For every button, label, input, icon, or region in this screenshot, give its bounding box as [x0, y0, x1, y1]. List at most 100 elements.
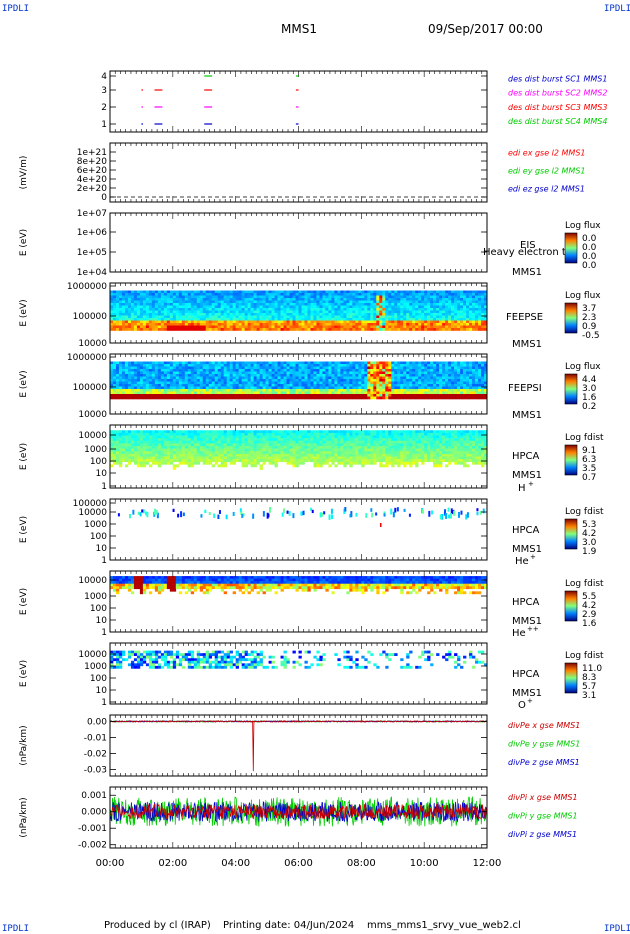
- feepsi-cell: [373, 396, 377, 400]
- feepsi-cell: [304, 376, 308, 380]
- feepsi-cell: [154, 389, 159, 392]
- feepsi-cell: [391, 384, 395, 387]
- feepse-cell: [214, 323, 219, 326]
- feepsi-cell: [265, 376, 269, 380]
- feepsi-cell: [265, 366, 269, 370]
- feepsi-ytick-label: 10000: [78, 410, 107, 420]
- feepse-cell: [196, 315, 201, 319]
- feepsi-cell: [208, 366, 213, 370]
- feepsi-colorbar-tick: 3.0: [582, 384, 597, 394]
- feepse-cell: [451, 290, 455, 294]
- feepse-cell: [262, 290, 266, 294]
- feepsi-cell: [400, 374, 404, 377]
- feepse-cell: [460, 300, 464, 304]
- feepsi-cell: [379, 371, 383, 375]
- feepsi-cell: [379, 396, 383, 400]
- hpca_h-cell: [157, 456, 162, 460]
- feepsi-cell: [400, 386, 404, 390]
- feepsi-cell: [454, 376, 458, 380]
- feepsi-cell: [286, 376, 290, 380]
- feepse-cell: [337, 300, 341, 304]
- feepse-cell: [217, 325, 222, 329]
- feepsi-cell: [214, 379, 219, 382]
- feepsi-cell: [463, 369, 467, 372]
- feepse-cell: [442, 300, 446, 304]
- hpca_h-cell: [142, 430, 147, 434]
- feepsi-cell: [154, 371, 159, 375]
- feepse-cell: [304, 300, 308, 304]
- feepse-cell: [277, 325, 281, 329]
- feepse-cell: [220, 323, 224, 326]
- hpca_h-cell: [112, 432, 117, 436]
- feepse-cell: [310, 295, 314, 299]
- hpca_h-cell: [127, 432, 132, 436]
- feepsi-cell: [484, 369, 488, 372]
- feepsi-cell: [376, 396, 380, 400]
- feepsi-cell: [118, 386, 123, 390]
- feepse-cell: [178, 308, 183, 311]
- feepsi-cell: [169, 371, 174, 375]
- feepsi-cell: [130, 366, 135, 370]
- feepse-cell: [289, 313, 293, 316]
- feepsi-cell: [121, 364, 126, 367]
- feepse-cell: [337, 318, 341, 321]
- hpca_h-cell: [130, 459, 135, 463]
- feepsi-cell: [412, 374, 416, 377]
- feepsi-cell: [472, 396, 476, 400]
- burst-ytick-label: 1: [101, 120, 107, 130]
- feepsi-cell: [121, 381, 126, 385]
- feepsi-cell: [157, 369, 162, 372]
- feepsi-cell: [337, 376, 341, 380]
- hpca_h-cell: [112, 461, 117, 465]
- feepsi-cell: [421, 386, 425, 390]
- feepsi-cell: [451, 384, 455, 387]
- feepse-cell: [205, 325, 210, 329]
- feepsi-cell: [268, 374, 272, 377]
- feepse-colorbar-tick: 0.9: [582, 322, 597, 332]
- feepse-cell: [379, 325, 383, 329]
- feepsi-cell: [436, 379, 440, 382]
- feepse-cell: [214, 313, 219, 316]
- feepse-cell: [157, 298, 162, 301]
- feepse-cell: [265, 318, 269, 321]
- feepsi-cell: [331, 381, 335, 385]
- feepsi-cell: [214, 386, 219, 390]
- feepse-cell: [472, 315, 476, 319]
- feepse-cell: [445, 303, 449, 306]
- feepse-cell: [256, 305, 260, 309]
- hpca_h-cell: [121, 456, 126, 460]
- feepse-cell: [484, 318, 488, 321]
- hpca_h-cell: [145, 453, 150, 457]
- feepse-cell: [415, 315, 419, 319]
- feepsi-cell: [304, 369, 308, 372]
- feepsi-cell: [334, 371, 338, 375]
- feepse-cell: [364, 300, 368, 304]
- feepse-cell: [322, 325, 326, 329]
- feepsi-cell: [157, 364, 162, 367]
- feepsi-cell: [283, 369, 287, 372]
- feepse-cell: [379, 318, 383, 321]
- feepsi-cell: [139, 361, 144, 365]
- feepse-cell: [238, 300, 242, 304]
- feepse-cell: [460, 310, 464, 314]
- feepse-cell: [124, 310, 129, 314]
- feepse-cell: [451, 315, 455, 319]
- feepsi-cell: [358, 396, 362, 400]
- feepsi-cell: [193, 396, 198, 400]
- feepsi-cell: [235, 396, 239, 400]
- feepse-cell: [247, 308, 251, 311]
- hpca_h-cell: [121, 438, 126, 442]
- hpca_h-cell: [151, 432, 156, 436]
- feepse-cell: [313, 300, 317, 304]
- feepse-cell: [379, 328, 383, 331]
- feepsi-cell: [217, 366, 222, 370]
- feepse-cell: [448, 303, 452, 306]
- feepse-cell: [232, 305, 236, 309]
- feepse-cell: [304, 293, 308, 296]
- feepse-cell: [118, 318, 123, 321]
- feepsi-cell: [202, 366, 207, 370]
- feepsi-cell: [166, 389, 171, 392]
- feepsi-cell: [361, 364, 365, 367]
- hpca_h-cell: [118, 456, 123, 460]
- feepse-cell: [202, 293, 207, 296]
